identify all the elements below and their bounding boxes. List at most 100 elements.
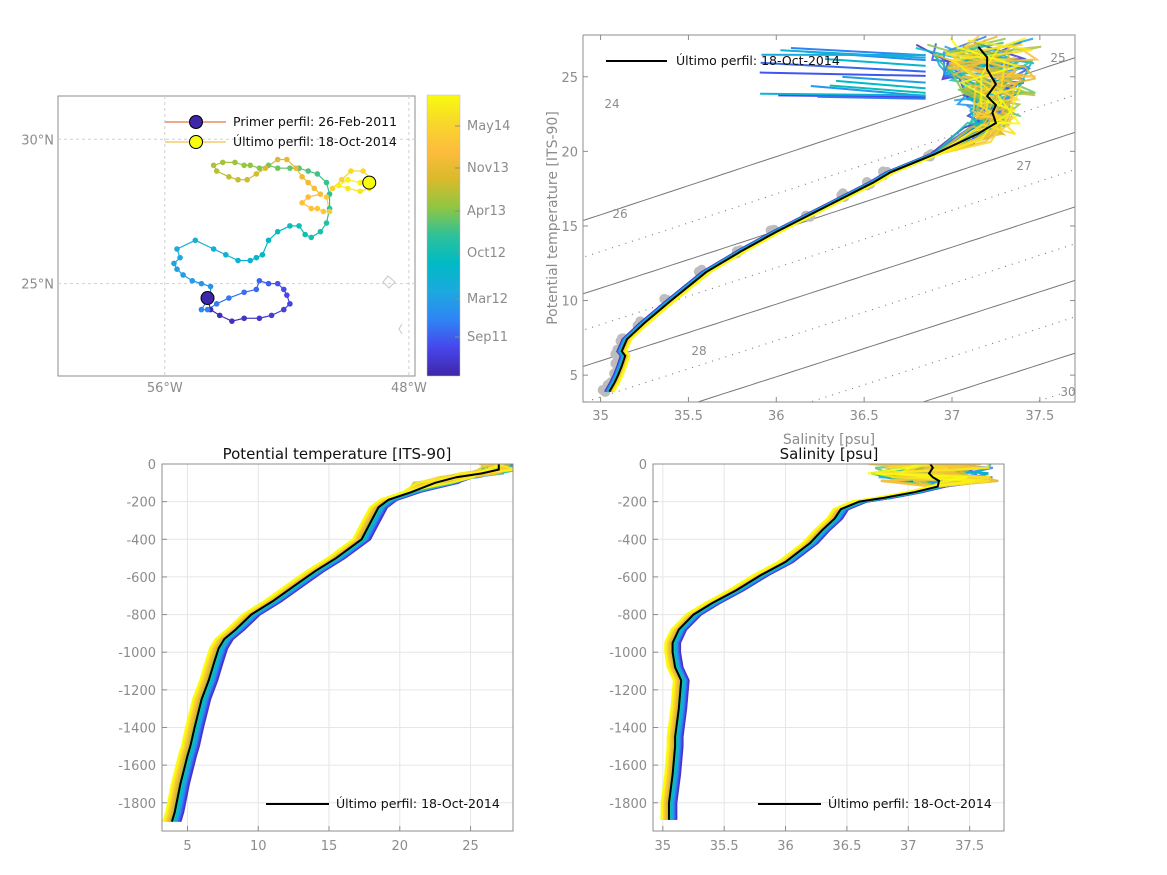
ts-last-profile-line <box>608 46 998 393</box>
track-point <box>314 171 321 177</box>
track-point <box>241 289 247 296</box>
track-point <box>268 312 275 319</box>
track-point <box>287 165 293 171</box>
ts-profile-line <box>609 51 1036 393</box>
map-xtick-label: 48°W <box>391 381 427 396</box>
ts-profile-line <box>842 75 926 84</box>
ts-profile-line <box>835 79 926 90</box>
salinity-xtick-label: 36.5 <box>832 839 861 854</box>
temperature-xtick-label: 15 <box>321 839 338 854</box>
track-point <box>265 237 272 244</box>
salinity-profile-line <box>666 464 985 820</box>
track-point <box>299 200 305 206</box>
track-point <box>280 306 287 313</box>
track-point <box>174 266 180 272</box>
ts-profile-line <box>790 47 926 57</box>
density-labels: 24 25 26 27 28 30 <box>604 51 1075 399</box>
ts-profile-line <box>759 71 926 77</box>
temperature-profiles <box>162 464 513 822</box>
track-point <box>274 228 281 235</box>
track-point <box>253 171 260 177</box>
salinity-profile-line <box>675 464 953 820</box>
legend-marker-last <box>189 135 203 149</box>
temperature-axes-box <box>161 463 514 832</box>
track-point <box>287 223 293 229</box>
track-point <box>204 306 211 313</box>
track-point <box>296 223 302 229</box>
track-point <box>174 246 180 252</box>
track-point <box>317 191 324 197</box>
track-point <box>213 168 220 174</box>
ts-profiles <box>597 35 1042 397</box>
legend-label-first: Primer perfil: 26-Feb-2011 <box>233 114 397 129</box>
track-point <box>329 185 336 192</box>
ts-ylabel: Potential temperature [ITS-90] <box>545 111 561 325</box>
ts-xtick-label: 35 <box>592 409 609 424</box>
track-point <box>293 165 299 171</box>
track-point <box>274 165 281 171</box>
track-point <box>253 286 260 293</box>
salinity-xtick-label: 37.5 <box>955 839 984 854</box>
track-point <box>308 234 315 241</box>
ts-ytick-label: 5 <box>570 369 578 384</box>
track-point <box>284 156 290 163</box>
ts-profile-line <box>608 39 1023 393</box>
track-point <box>244 176 250 183</box>
map-ytick-label: 30°N <box>21 133 54 148</box>
track-point <box>256 315 263 322</box>
track-point <box>305 168 312 174</box>
temperature-legend-label: Último perfil: 18-Oct-2014 <box>336 796 500 811</box>
salinity-xtick-label: 35.5 <box>710 839 739 854</box>
salinity-last-profile-line <box>668 464 941 820</box>
salinity-ytick-label: -200 <box>617 496 647 511</box>
salinity-ytick-label: -800 <box>617 609 647 624</box>
track-point <box>192 237 199 244</box>
salinity-profile-line <box>663 464 955 820</box>
track-point <box>180 272 186 278</box>
track-point <box>210 246 217 252</box>
salinity-profile-title: Salinity [psu] <box>780 445 879 463</box>
density-label: 24 <box>604 97 619 111</box>
track-point <box>198 280 205 287</box>
salinity-profiles <box>660 464 999 820</box>
ts-axes-frame <box>582 34 1076 403</box>
salinity-ytick-label: -1000 <box>609 646 647 661</box>
ts-diagram-panel: 35 35.5 36 36.5 37 37.5 5 10 15 20 25 24 25 26 27 28 30… <box>545 34 1076 448</box>
salinity-ytick-label: -1600 <box>609 759 647 774</box>
ts-legend-label: Último perfil: 18-Oct-2014 <box>676 53 840 68</box>
map-ytick-label: 25°N <box>21 278 54 293</box>
colorbar-tick-label: Mar12 <box>467 292 508 307</box>
track-point <box>302 231 308 238</box>
track-point <box>317 228 324 235</box>
ts-xtick-label: 36 <box>768 409 785 424</box>
colorbar: Sep11 Mar12 Oct12 Apr13 Nov13 May14 <box>426 94 510 377</box>
salinity-xtick-label: 35 <box>655 839 672 854</box>
salinity-profile-line <box>660 464 975 820</box>
temperature-tick-labels: 5 10 15 20 25 0 -200 -400 -600 -800 -1000 -1200 -140… <box>118 458 479 854</box>
ts-xtick-label: 37.5 <box>1025 409 1054 424</box>
ts-profile-line <box>817 95 926 100</box>
temperature-profile-title: Potential temperature [ITS-90] <box>223 445 452 463</box>
track-point <box>171 260 177 267</box>
salinity-profile-line <box>666 464 977 820</box>
track-point <box>280 286 287 293</box>
track-point <box>360 168 366 174</box>
legend-marker-first <box>189 115 203 129</box>
temperature-legend: Último perfil: 18-Oct-2014 <box>266 796 500 811</box>
temperature-last-profile-line <box>170 464 500 822</box>
ts-profile-line <box>608 50 1034 393</box>
temperature-xtick-label: 10 <box>250 839 267 854</box>
island-outline <box>382 275 396 289</box>
salinity-profile-line <box>662 464 972 820</box>
temperature-ytick-label: -200 <box>126 496 156 511</box>
track-point <box>338 176 345 183</box>
track-point <box>305 179 312 186</box>
salinity-ytick-label: -1400 <box>609 721 647 736</box>
ts-profile-line <box>829 84 926 94</box>
ts-profile-line <box>605 50 1024 393</box>
track-point <box>213 301 220 307</box>
track-point <box>305 194 312 200</box>
track-point <box>229 318 235 324</box>
track-point <box>274 280 281 287</box>
